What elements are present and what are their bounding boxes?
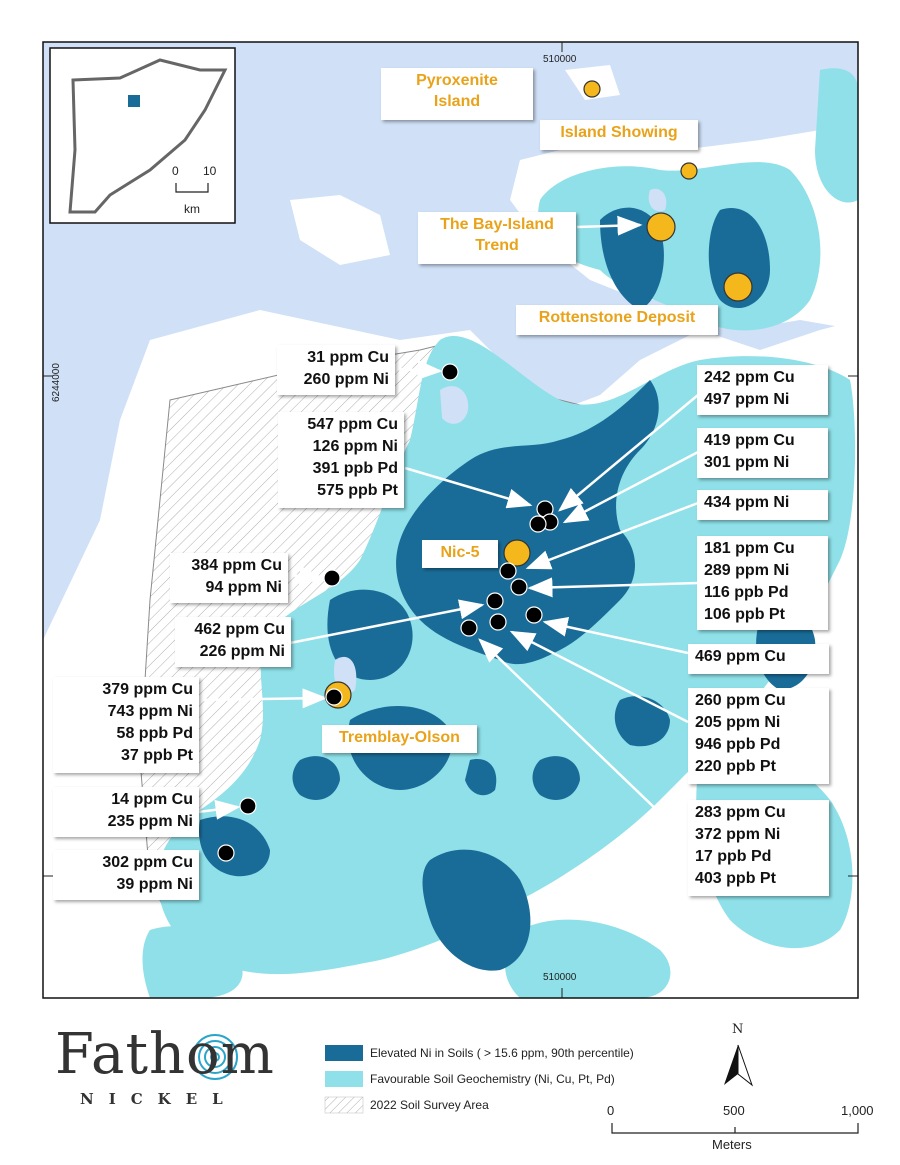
sample-label[interactable]: 283 ppm Cu 372 ppm Ni 17 ppb Pd 403 ppb …	[688, 800, 829, 896]
sample-point[interactable]	[510, 578, 528, 596]
logo-target-icon	[192, 1034, 238, 1080]
legend-swatch-elevated-ni	[325, 1045, 363, 1061]
northing-label-left: 6244000	[51, 363, 62, 402]
legend-swatch-survey-area	[324, 1096, 364, 1114]
inset-location-marker	[128, 95, 140, 107]
legend-label-favourable: Favourable Soil Geochemistry (Ni, Cu, Pt…	[370, 1072, 615, 1086]
sample-point[interactable]	[486, 592, 504, 610]
scale-bar	[611, 1123, 859, 1134]
sample-label[interactable]: 462 ppm Cu 226 ppm Ni	[175, 617, 291, 667]
deposit-label-rottenstone[interactable]: Rottenstone Deposit	[516, 305, 718, 335]
deposit-marker-bay-island-trend[interactable]	[646, 212, 676, 242]
legend-label-elevated-ni: Elevated Ni in Soils ( > 15.6 ppm, 90th …	[370, 1046, 634, 1060]
sample-point[interactable]	[489, 613, 507, 631]
deposit-marker-rottenstone[interactable]	[723, 272, 753, 302]
sample-label[interactable]: 181 ppm Cu 289 ppm Ni 116 ppb Pd 106 ppb…	[697, 536, 828, 630]
land-island-b	[290, 195, 390, 265]
legend-label-survey-area: 2022 Soil Survey Area	[370, 1098, 489, 1112]
legend-swatches	[324, 1045, 364, 1114]
north-label: N	[732, 1022, 744, 1037]
sample-points	[217, 363, 559, 862]
sample-label[interactable]: 379 ppm Cu 743 ppm Ni 58 ppb Pd 37 ppb P…	[53, 677, 199, 773]
inset-boundary	[68, 58, 228, 214]
sample-label[interactable]: 547 ppm Cu 126 ppm Ni 391 ppb Pd 575 ppb…	[278, 412, 404, 508]
sample-label[interactable]: 14 ppm Cu 235 ppm Ni	[53, 787, 199, 837]
scale-tick-0: 0	[607, 1103, 615, 1118]
sample-label[interactable]: 469 ppm Cu	[688, 644, 829, 674]
inset-scale-zero: 0	[172, 164, 179, 178]
sample-label[interactable]: 419 ppm Cu 301 ppm Ni	[697, 428, 828, 478]
inset-map	[49, 47, 236, 224]
legend-swatch-favourable	[325, 1071, 363, 1087]
logo-sub: NICKEL	[80, 1090, 238, 1108]
sample-point[interactable]	[525, 606, 543, 624]
deposit-label-island-showing[interactable]: Island Showing	[540, 120, 698, 150]
sample-point[interactable]	[460, 619, 478, 637]
logo-brand: Fathom	[55, 1022, 275, 1087]
leader-lines	[197, 215, 699, 841]
map-frame	[42, 41, 859, 999]
sample-label[interactable]: 434 ppm Ni	[697, 490, 828, 520]
easting-label-top: 510000	[543, 54, 577, 65]
deposit-marker-pyroxenite-island[interactable]	[583, 80, 601, 98]
easting-label-bottom: 510000	[543, 972, 577, 983]
sample-label[interactable]: 260 ppm Cu 205 ppm Ni 946 ppb Pd 220 ppb…	[688, 688, 829, 784]
sample-point[interactable]	[239, 797, 257, 815]
scale-tick-1000: 1,000	[841, 1103, 874, 1118]
sample-label[interactable]: 31 ppm Cu 260 ppm Ni	[277, 345, 395, 395]
sample-point[interactable]	[323, 569, 341, 587]
sample-label[interactable]: 384 ppm Cu 94 ppm Ni	[170, 553, 288, 603]
sample-point[interactable]	[441, 363, 459, 381]
sample-point[interactable]	[217, 844, 235, 862]
inset-scale-bar	[175, 183, 209, 193]
inset-scale-unit: km	[184, 202, 200, 216]
sample-label[interactable]: 242 ppm Cu 497 ppm Ni	[697, 365, 828, 415]
scale-tick-500: 500	[723, 1103, 745, 1118]
deposit-label-nic-5[interactable]: Nic-5	[422, 540, 498, 568]
deposit-marker-island-showing[interactable]	[680, 162, 698, 180]
north-arrow-icon	[724, 1044, 754, 1087]
sample-point[interactable]	[529, 515, 547, 533]
deposit-label-bay-island-trend[interactable]: The Bay-Island Trend	[418, 212, 576, 264]
sample-point[interactable]	[499, 562, 517, 580]
sample-point[interactable]	[325, 688, 343, 706]
inset-scale-ten: 10	[203, 164, 217, 178]
grid-ticks	[43, 42, 858, 998]
deposit-marker-nic-5[interactable]	[503, 539, 531, 567]
scale-unit: Meters	[712, 1137, 752, 1152]
deposit-label-tremblay-olson[interactable]: Tremblay-Olson	[322, 725, 477, 753]
deposit-label-pyroxenite-island[interactable]: Pyroxenite Island	[381, 68, 533, 120]
sample-label[interactable]: 302 ppm Cu 39 ppm Ni	[53, 850, 199, 900]
